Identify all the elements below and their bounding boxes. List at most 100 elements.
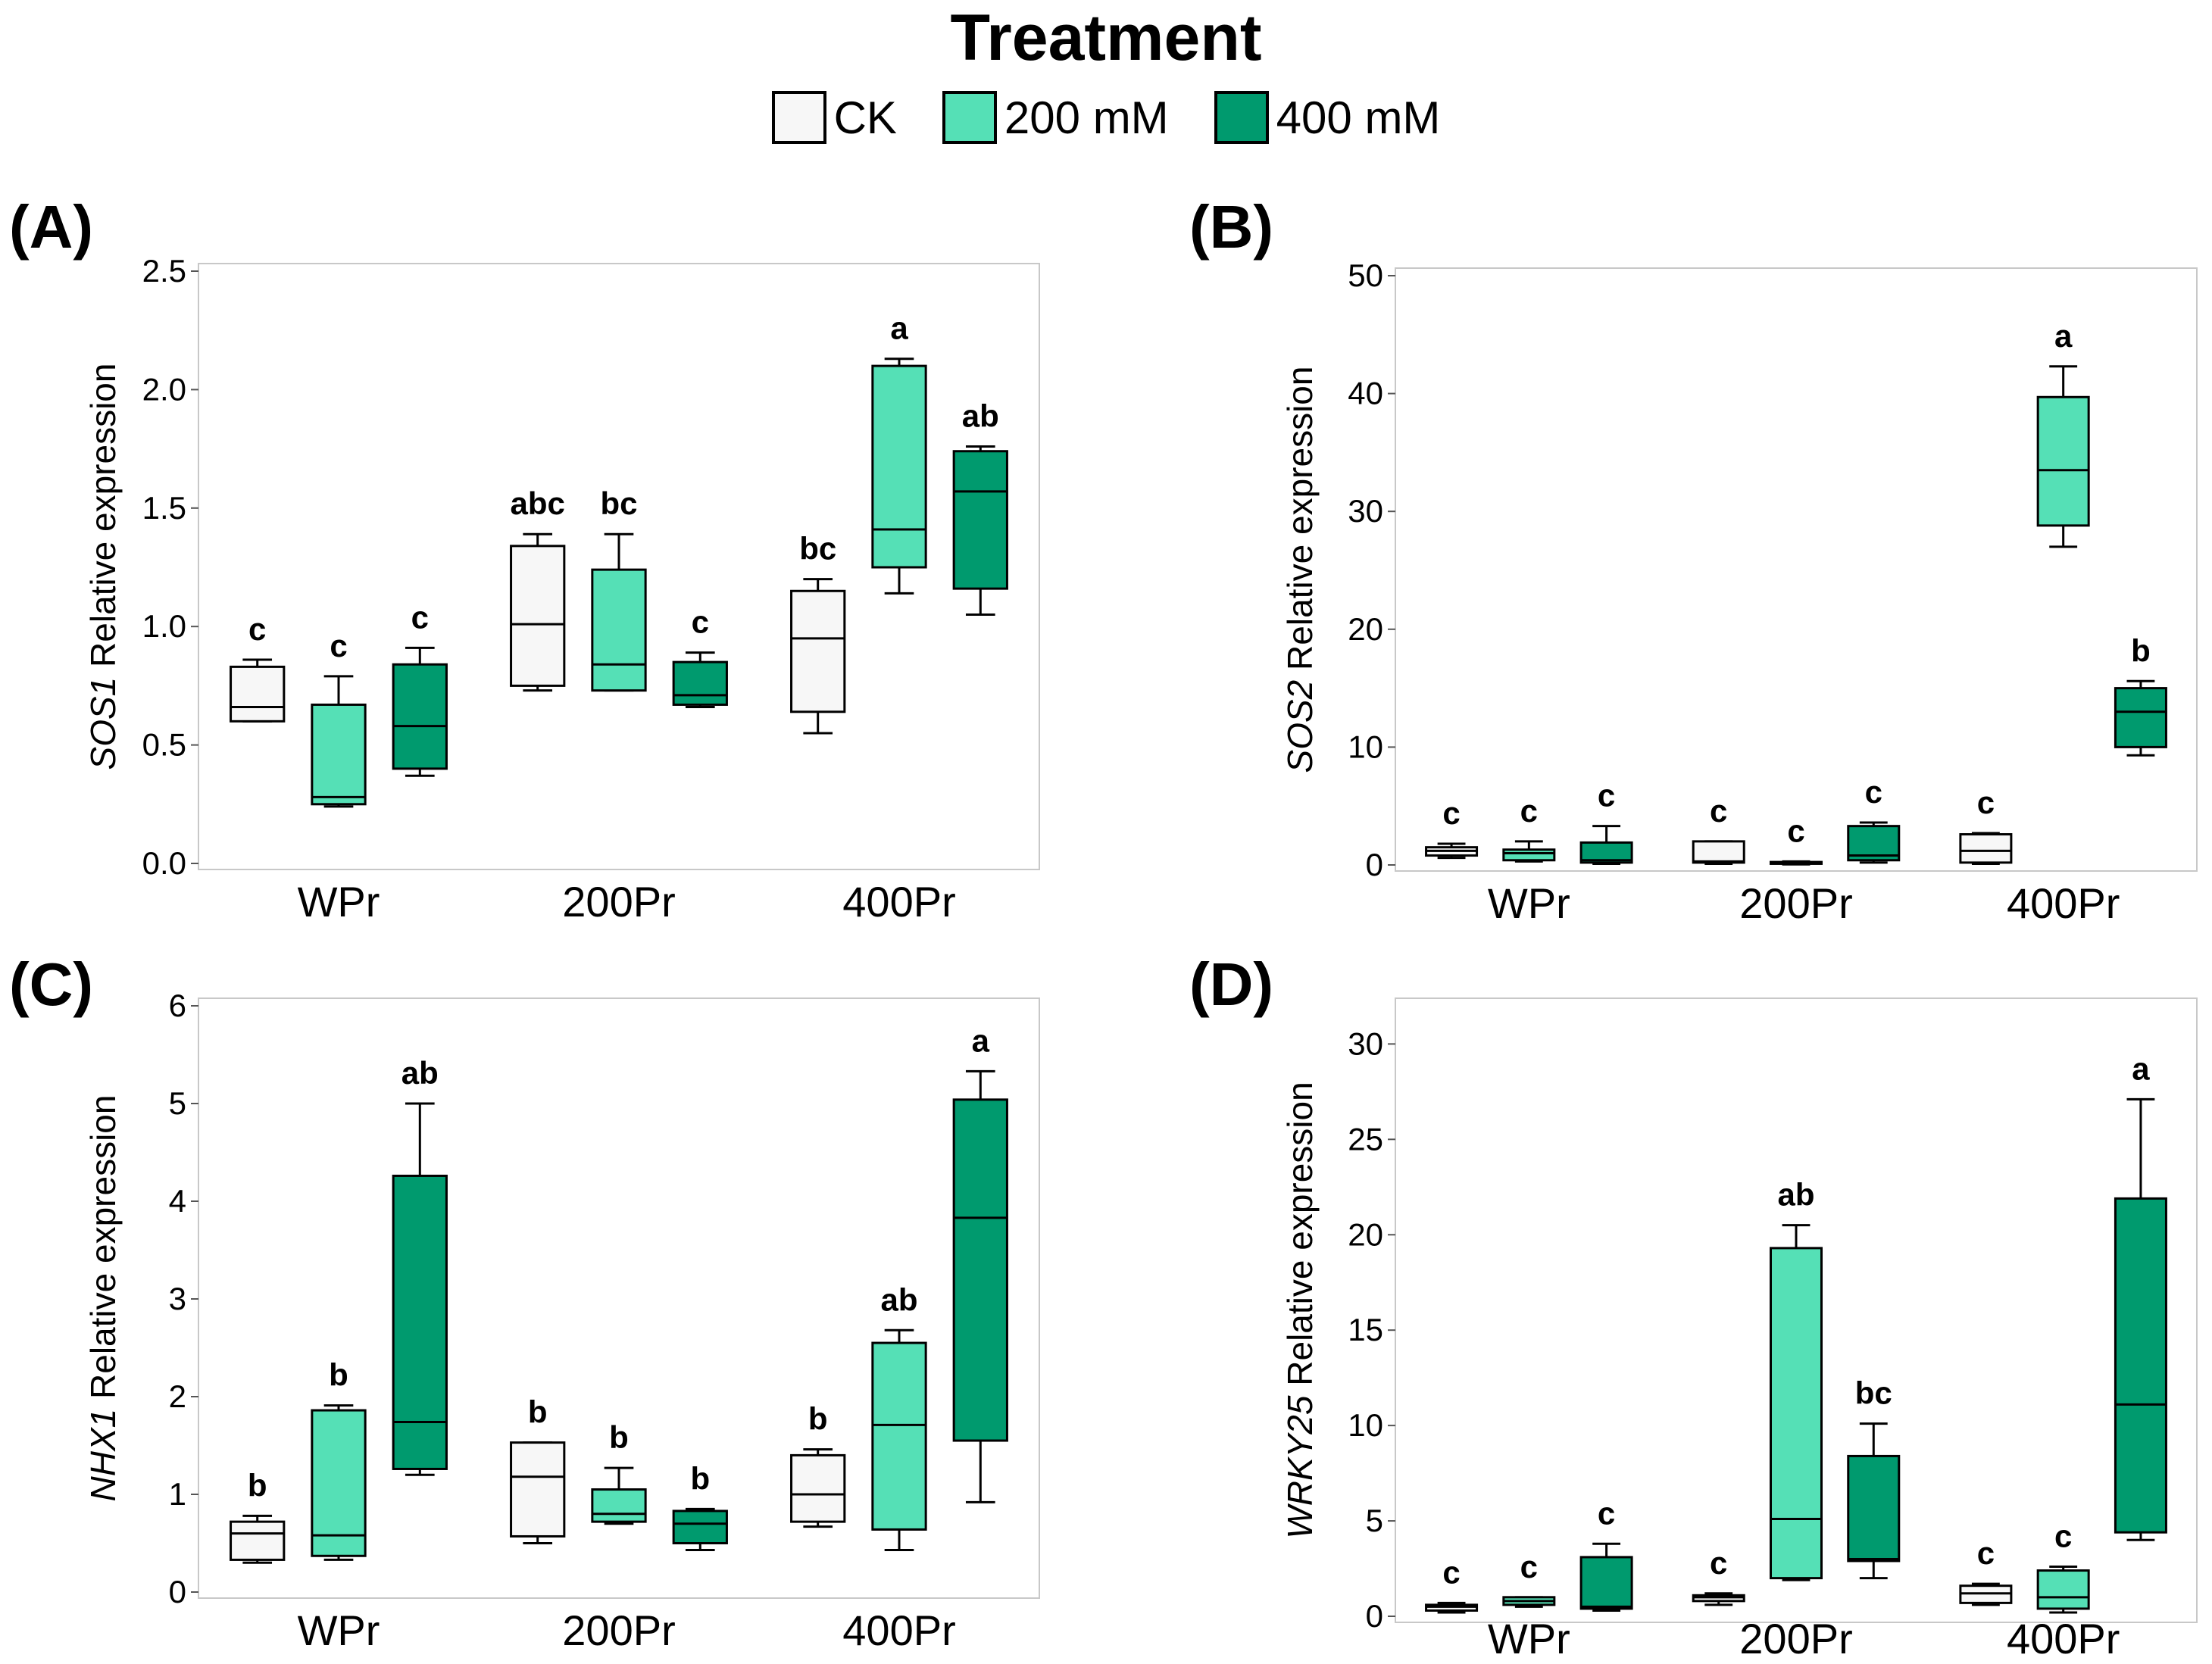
significance-letter: b bbox=[808, 1401, 828, 1437]
significance-letter: a bbox=[972, 1022, 990, 1058]
panel-b-sos2: (B) 0 10 20 30 40 50 SOS2 Relative expression W… bbox=[1106, 174, 2212, 932]
significance-letter: c bbox=[330, 628, 347, 663]
y-axis-suffix: Relative expression bbox=[83, 364, 123, 677]
significance-letter: b bbox=[690, 1460, 710, 1496]
box-body bbox=[2036, 1569, 2090, 1610]
box-400mm-400pr bbox=[952, 445, 1008, 617]
panel-letter: (C) bbox=[9, 951, 94, 1018]
box-400mm-200pr bbox=[1847, 821, 1901, 864]
box-body bbox=[510, 545, 566, 687]
box-ck-400pr bbox=[790, 1448, 846, 1528]
box-body bbox=[510, 1441, 566, 1538]
y-tick-label: 40 bbox=[1348, 376, 1383, 411]
x-tick-label: WPr bbox=[1488, 879, 1570, 927]
box-ck-400pr bbox=[1959, 1582, 2013, 1606]
box-ck-wpr bbox=[230, 1514, 286, 1564]
significance-letter: a bbox=[890, 311, 908, 346]
y-tick-label: 5 bbox=[169, 1085, 186, 1121]
box-200mm-400pr bbox=[871, 357, 927, 595]
legend: Treatment CK 200 mM 400 mM bbox=[0, 0, 2212, 159]
box-body bbox=[591, 568, 647, 692]
box-body bbox=[1502, 848, 1556, 862]
significance-letter: c bbox=[1598, 778, 1615, 813]
box-ck-200pr bbox=[1692, 1592, 1745, 1606]
box-body bbox=[311, 1409, 367, 1557]
significance-letter: ab bbox=[401, 1055, 439, 1091]
plot-frame bbox=[1395, 267, 2198, 872]
y-tick-label: 0.0 bbox=[142, 845, 186, 881]
x-tick-label: 200Pr bbox=[1739, 879, 1852, 927]
significance-letter: c bbox=[692, 604, 709, 640]
box-body bbox=[230, 1520, 286, 1561]
significance-letter: c bbox=[1442, 1554, 1460, 1590]
legend-title: Treatment bbox=[950, 2, 1262, 74]
significance-letter: a bbox=[2132, 1051, 2150, 1086]
box-body bbox=[672, 1509, 728, 1544]
legend-item-ck: CK bbox=[771, 91, 897, 144]
significance-letter: b bbox=[609, 1419, 629, 1455]
y-axis-suffix: Relative expression bbox=[83, 1095, 123, 1409]
box-400mm-200pr bbox=[672, 1507, 728, 1552]
box-ck-400pr bbox=[1959, 832, 2013, 865]
box-body bbox=[1959, 833, 2013, 864]
x-tick-label: 200Pr bbox=[1739, 1615, 1852, 1662]
y-tick-label: 1.5 bbox=[142, 490, 186, 526]
panel-a-sos1: (A) 0.0 0.5 1.0 1.5 2.0 2.5 SOS1 Relative expr… bbox=[0, 174, 1106, 932]
box-400mm-wpr bbox=[1579, 825, 1633, 865]
box-body bbox=[2114, 687, 2167, 748]
box-body bbox=[1692, 840, 1745, 864]
significance-letter: b bbox=[528, 1394, 548, 1430]
chart-svg: 0.0 0.5 1.0 1.5 2.0 2.5 SOS1 Relative expressi… bbox=[83, 253, 1040, 926]
panel-letter: (B) bbox=[1189, 193, 1274, 261]
significance-letter: c bbox=[1598, 1495, 1615, 1531]
box-200mm-400pr bbox=[2036, 365, 2090, 548]
significance-letter: c bbox=[1520, 1549, 1538, 1584]
significance-letter: c bbox=[2054, 1519, 2072, 1554]
y-axis-label: NHX1 Relative expression bbox=[83, 1095, 123, 1502]
y-axis-label: SOS1 Relative expression bbox=[83, 364, 123, 770]
y-tick-label: 30 bbox=[1348, 493, 1383, 529]
y-tick-label: 20 bbox=[1348, 611, 1383, 647]
box-400mm-200pr bbox=[672, 651, 728, 709]
legend-items: CK 200 mM 400 mM bbox=[0, 87, 2212, 148]
significance-letter: c bbox=[1442, 795, 1460, 831]
box-400mm-200pr bbox=[1847, 1422, 1901, 1580]
legend-item-400mm: 400 mM bbox=[1214, 91, 1440, 144]
x-tick-label: 200Pr bbox=[562, 1606, 675, 1654]
y-tick-label: 5 bbox=[1366, 1503, 1383, 1538]
box-body bbox=[952, 1098, 1008, 1442]
legend-label-ck: CK bbox=[833, 92, 897, 143]
y-tick-label: 2 bbox=[169, 1378, 186, 1414]
box-body bbox=[871, 364, 927, 569]
box-ck-wpr bbox=[230, 658, 286, 723]
significance-letter: c bbox=[1977, 1535, 1995, 1571]
panel-letter: (A) bbox=[9, 193, 94, 261]
box-body bbox=[392, 663, 448, 770]
y-tick-label: 25 bbox=[1348, 1121, 1383, 1157]
chart-svg: 0 10 20 30 40 50 SOS2 Relative expression WPr c c… bbox=[1280, 258, 2198, 927]
significance-letter: c bbox=[1710, 1545, 1727, 1581]
significance-letter: c bbox=[1977, 785, 1995, 820]
y-tick-label: 15 bbox=[1348, 1312, 1383, 1347]
box-ck-wpr bbox=[1425, 842, 1479, 860]
box-200mm-200pr bbox=[1769, 860, 1823, 866]
plot-frame bbox=[198, 263, 1040, 870]
x-tick-label: 400Pr bbox=[842, 878, 955, 926]
box-body bbox=[1579, 1556, 1633, 1610]
significance-letter: c bbox=[1787, 813, 1804, 848]
box-200mm-wpr bbox=[311, 675, 367, 808]
y-tick-label: 10 bbox=[1348, 1407, 1383, 1443]
box-200mm-200pr bbox=[591, 1466, 647, 1525]
y-axis-suffix: Relative expression bbox=[1280, 367, 1320, 680]
box-body bbox=[2036, 395, 2090, 527]
legend-label-200mm: 200 mM bbox=[1004, 92, 1169, 143]
significance-letter: c bbox=[1710, 793, 1727, 829]
box-body bbox=[591, 1488, 647, 1523]
y-axis-suffix: Relative expression bbox=[1280, 1082, 1320, 1395]
legend-swatch-ck bbox=[771, 91, 826, 144]
box-body bbox=[672, 660, 728, 706]
y-axis-label: WRKY25 Relative expression bbox=[1280, 1082, 1320, 1538]
box-ck-200pr bbox=[510, 1441, 566, 1544]
significance-letter: ab bbox=[1777, 1177, 1814, 1213]
